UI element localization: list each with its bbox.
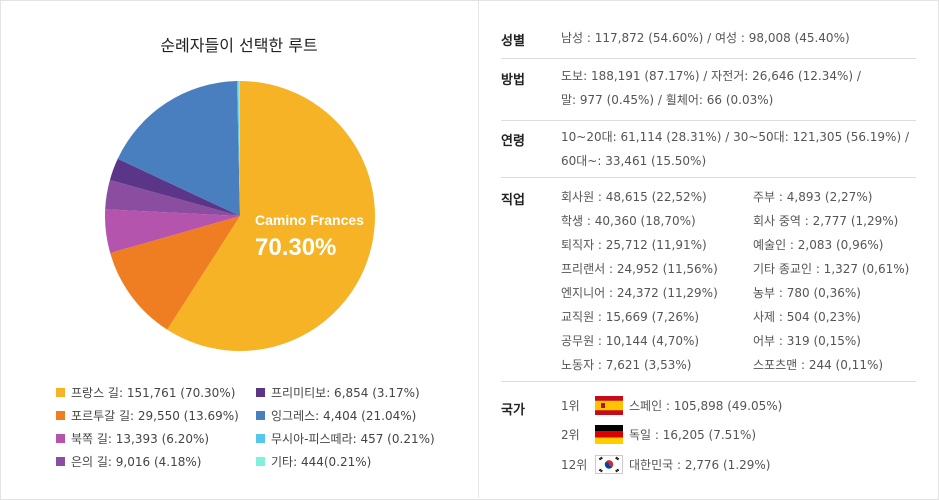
job-item: 프리랜서 : 24,952 (11,56%) xyxy=(561,262,718,276)
spain-flag-icon xyxy=(595,395,623,415)
legend-swatch xyxy=(56,456,65,466)
job-row: 직업 회사원 : 48,615 (22,52%) 학생 : 40,360 (18… xyxy=(501,177,916,382)
job-item: 학생 : 40,360 (18,70%) xyxy=(561,214,696,228)
country-rank: 1위 xyxy=(561,398,580,413)
country-item-spain: 1위 스페인 : 105,898 (49.05%) xyxy=(561,393,782,417)
age-row: 연령 10~20대: 61,114 (28.31%) / 30~50대: 121… xyxy=(501,120,916,178)
pie-slice xyxy=(238,81,240,216)
legend-item: 프랑스 길: 151,761 (70.30%) xyxy=(56,384,235,400)
job-item: 주부 : 4,893 (2,27%) xyxy=(753,190,873,204)
legend-swatch xyxy=(56,433,65,443)
job-item: 예술인 : 2,083 (0,96%) xyxy=(753,238,884,252)
job-item: 엔지니어 : 24,372 (11,29%) xyxy=(561,286,718,300)
legend-swatch xyxy=(256,410,265,420)
pie-slice xyxy=(117,81,240,216)
legend-swatch xyxy=(256,456,265,466)
pie-slice xyxy=(105,179,240,216)
job-item: 회사 중역 : 2,777 (1,29%) xyxy=(753,214,899,228)
method-row: 방법 도보: 188,191 (87.17%) / 자전거: 26,646 (1… xyxy=(501,58,916,121)
method-line-2: 말: 977 (0.45%) / 휠체어: 66 (0.03%) xyxy=(561,93,774,107)
method-line-1: 도보: 188,191 (87.17%) / 자전거: 26,646 (12.3… xyxy=(561,69,861,83)
country-rank: 12위 xyxy=(561,457,588,472)
pie-slice xyxy=(237,81,240,216)
legend-label: 프리미티보: 6,854 (3.17%) xyxy=(271,385,420,400)
legend-swatch xyxy=(256,433,265,443)
highlight-name-label: Camino Frances xyxy=(255,212,364,228)
pie-slice xyxy=(110,216,240,330)
legend-swatch xyxy=(256,387,265,397)
germany-flag-icon xyxy=(595,424,623,444)
country-item-korea: 12위 대한민국 : 2,776 (1.29%) xyxy=(561,452,771,476)
gender-row: 성별 남성 : 117,872 (54.60%) / 여성 : 98,008 (… xyxy=(501,0,916,59)
stats-panel: 성별 남성 : 117,872 (54.60%) / 여성 : 98,008 (… xyxy=(478,0,938,498)
method-values: 도보: 188,191 (87.17%) / 자전거: 26,646 (12.3… xyxy=(561,64,861,112)
legend-label: 잉그레스: 4,404 (21.04%) xyxy=(271,408,417,423)
job-item: 어부 : 319 (0,15%) xyxy=(753,334,861,348)
job-item: 퇴직자 : 25,712 (11,91%) xyxy=(561,238,707,252)
legend-label: 기타: 444(0.21%) xyxy=(271,454,372,469)
legend-label: 무시아-피스떼라: 457 (0.21%) xyxy=(271,431,435,446)
chart-title: 순례자들이 선택한 루트 xyxy=(160,36,318,55)
job-item: 사제 : 504 (0,23%) xyxy=(753,310,861,324)
age-values: 10~20대: 61,114 (28.31%) / 30~50대: 121,30… xyxy=(561,125,909,173)
country-label: 국가 xyxy=(501,403,525,418)
legend-swatch xyxy=(56,387,65,397)
legend-label: 북쪽 길: 13,393 (6.20%) xyxy=(71,431,210,446)
pie-slice xyxy=(167,81,375,351)
country-row: 국가 1위 스페인 : 105,898 (49.05%) 2위 xyxy=(501,381,916,498)
age-line-1: 10~20대: 61,114 (28.31%) / 30~50대: 121,30… xyxy=(561,130,909,144)
country-text: 대한민국 : 2,776 (1.29%) xyxy=(629,457,771,472)
route-chart-panel: 순례자들이 선택한 루트 Camino Frances 70.30% 프랑스 길:… xyxy=(56,36,435,469)
country-text: 스페인 : 105,898 (49.05%) xyxy=(629,398,783,413)
legend-label: 은의 길: 9,016 (4.18%) xyxy=(71,454,202,469)
gender-label: 성별 xyxy=(501,34,525,49)
job-item: 기타 종교인 : 1,327 (0,61%) xyxy=(753,262,910,276)
job-label: 직업 xyxy=(501,193,525,208)
job-item: 농부 : 780 (0,36%) xyxy=(753,286,861,300)
age-label: 연령 xyxy=(501,134,525,149)
legend-item: 은의 길: 9,016 (4.18%) xyxy=(56,453,201,469)
legend-item: 프리미티보: 6,854 (3.17%) xyxy=(256,384,420,400)
age-line-2: 60대~: 33,461 (15.50%) xyxy=(561,154,707,168)
legend-item: 기타: 444(0.21%) xyxy=(256,453,371,469)
job-item: 공무원 : 10,144 (4,70%) xyxy=(561,334,700,348)
legend-swatch xyxy=(56,410,65,420)
gender-values: 남성 : 117,872 (54.60%) / 여성 : 98,008 (45.… xyxy=(561,31,850,45)
legend-item: 잉그레스: 4,404 (21.04%) xyxy=(256,407,416,423)
job-item: 회사원 : 48,615 (22,52%) xyxy=(561,190,707,204)
legend-item: 포르투갈 길: 29,550 (13.69%) xyxy=(56,407,239,423)
country-item-germany: 2위 독일 : 16,205 (7.51%) xyxy=(561,422,756,446)
route-pie-chart: Camino Frances 70.30% xyxy=(105,81,375,351)
pie-slice xyxy=(105,209,240,254)
legend-label: 포르투갈 길: 29,550 (13.69%) xyxy=(71,408,239,423)
highlight-value-label: 70.30% xyxy=(255,234,336,261)
method-label: 방법 xyxy=(501,73,525,88)
korea-flag-icon xyxy=(595,454,623,474)
legend-item: 무시아-피스떼라: 457 (0.21%) xyxy=(256,430,435,446)
job-item: 스포츠맨 : 244 (0,11%) xyxy=(753,358,884,372)
country-text: 독일 : 16,205 (7.51%) xyxy=(629,427,757,442)
pie-slice xyxy=(109,158,241,216)
legend-label: 프랑스 길: 151,761 (70.30%) xyxy=(71,385,236,400)
job-item: 노동자 : 7,621 (3,53%) xyxy=(561,358,692,372)
legend-item: 북쪽 길: 13,393 (6.20%) xyxy=(56,430,209,446)
country-rank: 2위 xyxy=(561,427,580,442)
job-item: 교직원 : 15,669 (7,26%) xyxy=(561,310,700,324)
